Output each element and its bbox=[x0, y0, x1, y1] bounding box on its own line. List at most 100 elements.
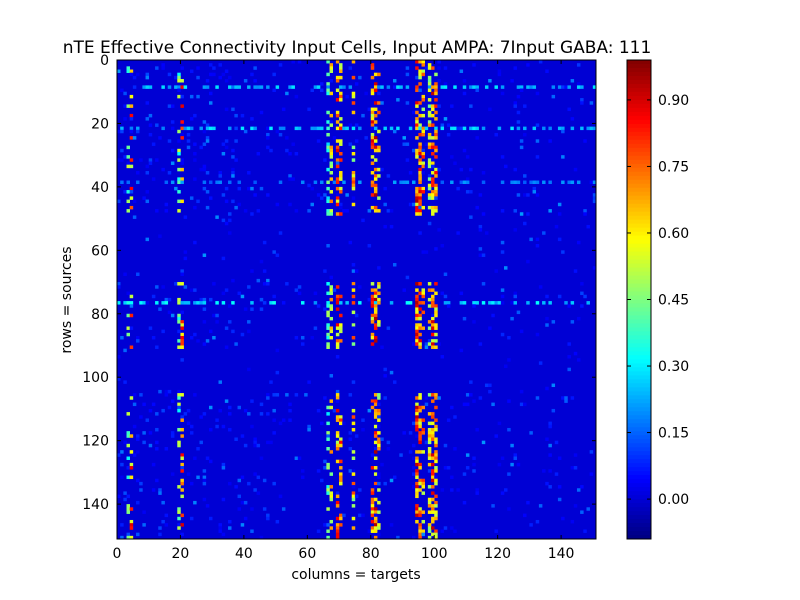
heatmap-cell bbox=[189, 196, 194, 200]
heatmap-cell bbox=[434, 174, 438, 178]
heatmap-cell bbox=[351, 196, 356, 200]
heatmap-cell bbox=[551, 408, 556, 413]
colorbar-segment bbox=[627, 415, 651, 420]
heatmap-cell bbox=[297, 285, 302, 289]
heatmap-cell bbox=[335, 323, 340, 327]
heatmap-cell bbox=[266, 136, 270, 140]
heatmap-cell bbox=[437, 167, 441, 172]
heatmap-cell bbox=[250, 117, 254, 121]
heatmap-cell bbox=[373, 158, 378, 162]
heatmap-cell bbox=[208, 297, 213, 302]
heatmap-cell bbox=[415, 307, 419, 311]
heatmap-cell bbox=[523, 513, 527, 518]
heatmap-cell bbox=[167, 310, 172, 315]
heatmap-cell bbox=[158, 526, 162, 530]
heatmap-cell bbox=[326, 120, 330, 124]
heatmap-cell bbox=[446, 301, 451, 305]
heatmap-cell bbox=[186, 145, 191, 150]
heatmap-cell bbox=[415, 326, 419, 330]
heatmap-cell bbox=[440, 85, 445, 89]
heatmap-cell bbox=[434, 339, 438, 343]
heatmap-cell bbox=[367, 297, 372, 302]
heatmap-cell bbox=[561, 126, 565, 131]
heatmap-cell bbox=[180, 161, 184, 165]
heatmap-cell bbox=[161, 167, 165, 172]
heatmap-cell bbox=[234, 85, 238, 89]
heatmap-cell bbox=[431, 462, 435, 467]
heatmap-cell bbox=[329, 335, 334, 340]
heatmap-cell bbox=[373, 294, 378, 299]
heatmap-cell bbox=[180, 326, 184, 330]
heatmap-cell bbox=[132, 85, 137, 89]
heatmap-cell bbox=[405, 301, 410, 305]
heatmap-cell bbox=[326, 326, 330, 330]
heatmap-cell bbox=[361, 427, 365, 432]
colorbar-segment bbox=[627, 319, 651, 324]
heatmap-cell bbox=[494, 434, 498, 438]
heatmap-cell bbox=[294, 209, 299, 213]
heatmap-cell bbox=[348, 447, 353, 451]
heatmap-cell bbox=[345, 126, 349, 131]
heatmap-cell bbox=[196, 75, 200, 80]
heatmap-cell bbox=[510, 126, 514, 131]
heatmap-cell bbox=[462, 91, 467, 96]
heatmap-cell bbox=[123, 117, 127, 121]
heatmap-cell bbox=[561, 129, 565, 134]
heatmap-cell bbox=[392, 129, 397, 134]
heatmap-cell bbox=[183, 301, 188, 305]
heatmap-cell bbox=[535, 396, 540, 400]
heatmap-cell bbox=[237, 186, 242, 191]
heatmap-cell bbox=[532, 180, 537, 185]
heatmap-cell bbox=[326, 301, 330, 305]
heatmap-cell bbox=[431, 212, 435, 216]
heatmap-cell bbox=[462, 402, 467, 407]
heatmap-cell bbox=[561, 85, 565, 89]
heatmap-cell bbox=[237, 507, 242, 511]
heatmap-cell bbox=[117, 453, 121, 457]
heatmap-cell bbox=[516, 120, 521, 124]
x-tick-label: 100 bbox=[421, 546, 448, 562]
colorbar-segment bbox=[627, 251, 651, 257]
heatmap-cell bbox=[421, 288, 425, 292]
heatmap-cell bbox=[373, 288, 378, 292]
heatmap-cell bbox=[412, 110, 416, 115]
heatmap-cell bbox=[335, 148, 340, 153]
heatmap-cell bbox=[583, 212, 587, 216]
heatmap-cell bbox=[548, 485, 552, 489]
heatmap-cell bbox=[253, 66, 257, 70]
heatmap-cell bbox=[313, 326, 318, 330]
heatmap-cell bbox=[551, 85, 556, 89]
heatmap-cell bbox=[272, 250, 276, 254]
x-tick-label: 140 bbox=[548, 546, 575, 562]
heatmap-cell bbox=[240, 434, 245, 438]
heatmap-cell bbox=[434, 193, 438, 197]
heatmap-cell bbox=[183, 85, 188, 89]
heatmap-cell bbox=[373, 526, 378, 530]
heatmap-cell bbox=[532, 186, 537, 191]
heatmap-cell bbox=[373, 402, 378, 407]
heatmap-cell bbox=[186, 126, 191, 131]
heatmap-cell bbox=[380, 437, 384, 441]
colorbar-segment bbox=[627, 259, 651, 265]
heatmap-cell bbox=[418, 88, 422, 93]
heatmap-cell bbox=[294, 288, 299, 292]
heatmap-cell bbox=[351, 183, 356, 188]
heatmap-cell bbox=[186, 139, 191, 143]
heatmap-cell bbox=[167, 139, 172, 143]
heatmap-cell bbox=[269, 440, 273, 445]
heatmap-cell bbox=[294, 126, 299, 131]
colorbar-segment bbox=[627, 519, 651, 524]
heatmap-cell bbox=[557, 202, 562, 207]
heatmap-cell bbox=[415, 485, 419, 489]
heatmap-cell bbox=[126, 443, 130, 448]
heatmap-cell bbox=[339, 151, 343, 156]
colorbar-segment bbox=[627, 487, 651, 492]
heatmap-cell bbox=[431, 151, 435, 156]
heatmap-cell bbox=[529, 180, 533, 185]
heatmap-cell bbox=[567, 342, 571, 346]
heatmap-cell bbox=[177, 427, 181, 432]
heatmap-cell bbox=[240, 500, 245, 505]
heatmap-cell bbox=[329, 120, 334, 124]
heatmap-cell bbox=[237, 405, 242, 410]
heatmap-cell bbox=[167, 85, 172, 89]
